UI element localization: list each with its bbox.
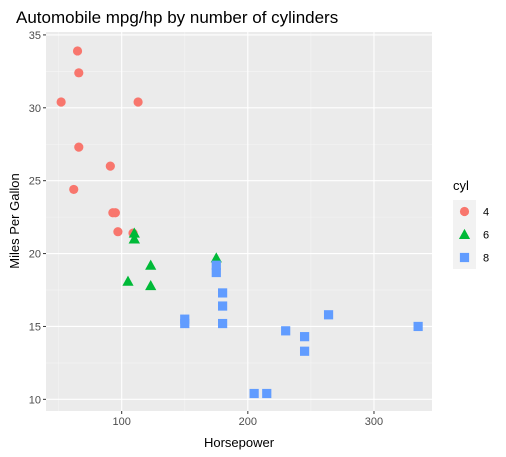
point-cyl-4	[110, 208, 120, 218]
point-cyl-8	[180, 318, 190, 329]
point-cyl-8	[218, 288, 228, 298]
point-cyl-4	[69, 184, 79, 195]
y-axis-ticks: 10 15 20 25 30 35	[29, 30, 46, 406]
point-cyl-4	[56, 97, 66, 107]
point-cyl-8	[218, 318, 228, 329]
point-cyl-8	[211, 267, 221, 278]
point-cyl-4	[113, 227, 123, 237]
point-cyl-4	[74, 68, 84, 78]
point-cyl-8	[299, 346, 310, 356]
x-axis-title: Horsepower	[204, 435, 275, 450]
chart-title: Automobile mpg/hp by number of cylinders	[16, 8, 338, 27]
point-cyl-6	[145, 259, 157, 270]
point-cyl-6	[122, 275, 134, 286]
data-points	[56, 46, 423, 399]
point-cyl-8	[211, 260, 221, 270]
y-axis-title: Miles Per Gallon	[7, 173, 22, 268]
point-cyl-6	[145, 280, 157, 291]
point-cyl-6	[210, 252, 222, 263]
y-tick-label: 15	[29, 321, 41, 333]
legend-key-8	[459, 252, 470, 263]
point-cyl-8	[413, 321, 423, 332]
x-tick-label: 100	[113, 416, 131, 428]
point-cyl-8	[262, 388, 272, 399]
point-cyl-8	[299, 332, 310, 342]
legend-label-6: 6	[483, 230, 489, 242]
point-cyl-4	[133, 97, 143, 107]
point-cyl-6	[128, 233, 140, 244]
legend-key-6	[458, 228, 471, 239]
point-cyl-8	[218, 301, 228, 311]
point-cyl-8	[323, 310, 334, 320]
point-cyl-4	[72, 46, 83, 56]
x-tick-label: 200	[239, 416, 257, 428]
x-axis-ticks: 100 200 300	[113, 411, 383, 428]
y-tick-label: 25	[29, 176, 41, 188]
point-cyl-8	[281, 326, 291, 336]
major-gridlines	[46, 32, 432, 411]
watermark: 知乎 @Guihua Jia	[370, 426, 479, 442]
plot-panel	[46, 32, 432, 411]
legend-label-8: 8	[483, 253, 489, 265]
point-cyl-4	[74, 142, 84, 152]
legend: 4 6 8	[453, 200, 489, 269]
point-cyl-8	[249, 388, 259, 399]
y-tick-label: 20	[29, 249, 41, 261]
minor-gridlines	[46, 32, 432, 411]
legend-key-4	[459, 206, 470, 217]
legend-label-4: 4	[483, 207, 489, 219]
y-tick-label: 30	[29, 103, 41, 115]
legend-title: cyl	[453, 178, 469, 193]
point-cyl-6	[128, 227, 140, 238]
y-tick-label: 35	[29, 30, 41, 42]
x-tick-label: 300	[365, 416, 383, 428]
y-tick-label: 10	[29, 394, 41, 406]
point-cyl-4	[105, 161, 115, 171]
